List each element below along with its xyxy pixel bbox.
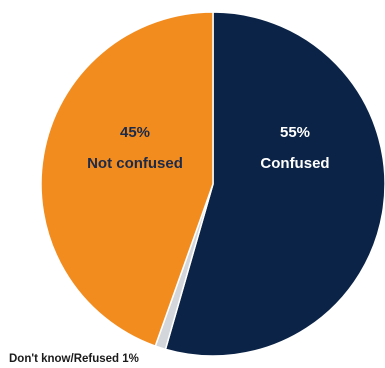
- pie-slices: [40, 11, 385, 357]
- not-confused-percent-label: 45%: [120, 124, 150, 141]
- pie-slice-not-confused: [40, 11, 214, 347]
- confused-name-label: Confused: [260, 155, 329, 172]
- pie-slice-confused: [164, 11, 385, 357]
- not-confused-name-label: Not confused: [87, 155, 183, 172]
- pie-labels: 55% Confused 45% Not confused Don't know…: [9, 124, 330, 365]
- confused-percent-label: 55%: [280, 124, 310, 141]
- dont-know-refused-label: Don't know/Refused 1%: [9, 353, 139, 365]
